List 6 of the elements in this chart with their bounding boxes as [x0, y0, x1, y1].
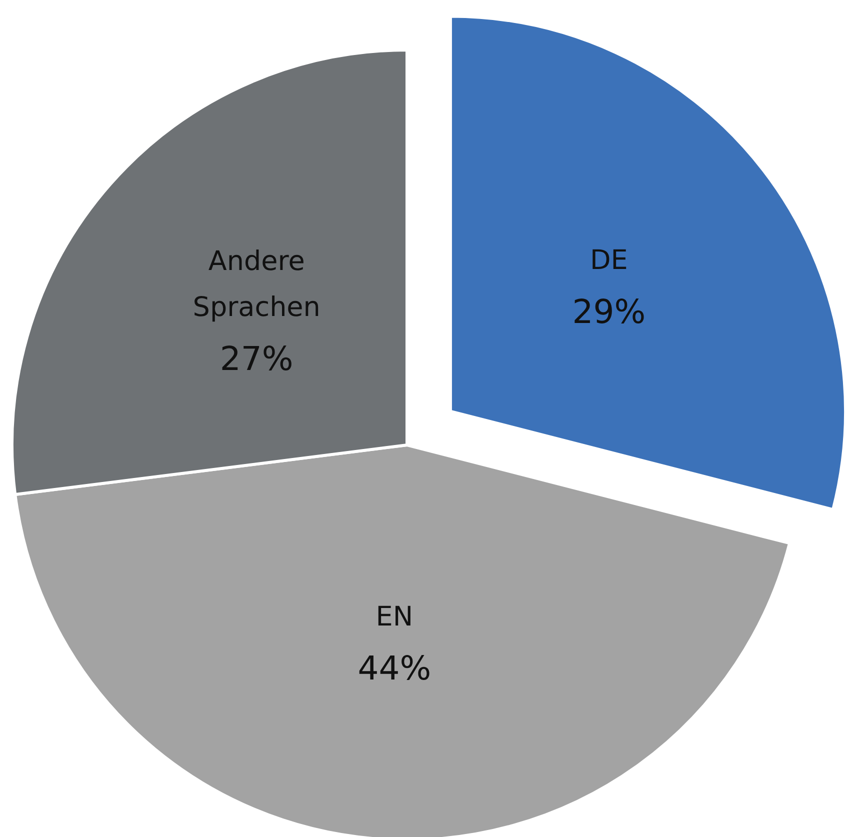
slice-label: DE: [590, 244, 628, 276]
data-label: 27%: [220, 338, 294, 378]
slice-label: EN: [376, 602, 414, 633]
slice-label: Andere Sprachen: [192, 246, 320, 323]
data-label: 29%: [572, 292, 646, 331]
data-label: 44%: [358, 648, 432, 688]
